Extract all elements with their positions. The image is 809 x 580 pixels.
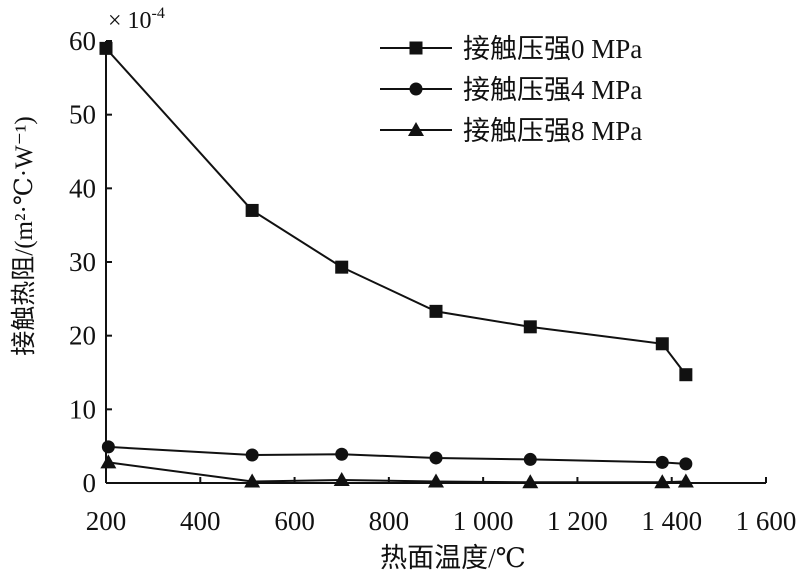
data-point-square	[655, 337, 669, 351]
data-point-square	[99, 41, 113, 55]
data-point-triangle	[100, 454, 117, 469]
data-point-square	[335, 260, 349, 274]
data-point-circle	[245, 448, 259, 462]
legend: 接触压强0 MPa 接触压强4 MPa 接触压强8 MPa	[380, 34, 642, 146]
series-circle	[101, 440, 693, 471]
series-square	[99, 41, 693, 382]
x-tick-label: 1 400	[641, 506, 702, 536]
y-tick-label: 0	[83, 468, 97, 498]
legend-label: 接触压强0 MPa	[463, 34, 642, 64]
data-point-circle	[101, 440, 115, 454]
data-point-square	[245, 203, 259, 217]
scale-note: × 10-4	[108, 5, 165, 34]
data-point-circle	[523, 452, 537, 466]
series-triangle	[100, 454, 694, 489]
data-point-triangle	[428, 473, 444, 488]
data-point-triangle	[677, 473, 694, 488]
x-tick-label: 800	[369, 506, 410, 536]
x-tick-label: 1 200	[547, 506, 608, 536]
data-point-square	[679, 368, 693, 382]
x-tick-label: 400	[180, 506, 221, 536]
data-point-triangle	[408, 122, 424, 136]
y-tick-label: 40	[69, 173, 96, 203]
data-point-triangle	[333, 472, 350, 487]
data-point-square	[523, 320, 537, 334]
data-point-triangle	[654, 474, 671, 489]
y-tick-label: 50	[69, 100, 96, 130]
series-line	[108, 461, 686, 484]
x-axis-title: 热面温度/℃	[380, 543, 526, 573]
data-point-square	[409, 41, 423, 55]
data-point-circle	[429, 451, 443, 465]
x-tick-label: 1 600	[736, 506, 797, 536]
y-tick-label: 60	[69, 26, 96, 56]
legend-label: 接触压强8 MPa	[463, 116, 642, 146]
legend-label: 接触压强4 MPa	[463, 75, 642, 105]
y-tick-label: 30	[69, 247, 96, 277]
data-point-square	[429, 304, 443, 318]
data-point-triangle	[244, 473, 261, 488]
y-tick-label: 10	[69, 394, 96, 424]
x-tick-label: 1 000	[453, 506, 514, 536]
data-point-circle	[655, 455, 669, 469]
series-line	[108, 445, 686, 465]
axes: 200 400 600 800 1 000 1 200 1 400 1 600 0 10 20 30 4…	[69, 26, 796, 536]
series-layer	[99, 41, 694, 489]
x-tick-label: 600	[274, 506, 315, 536]
data-point-triangle	[522, 474, 539, 489]
y-tick-label: 20	[69, 321, 96, 351]
data-point-circle	[679, 457, 693, 471]
data-point-circle	[335, 447, 349, 461]
x-tick-label: 200	[86, 506, 127, 536]
data-point-circle	[409, 82, 423, 96]
y-axis-title: 接触热阻/(m²·℃·W⁻¹)	[10, 116, 38, 355]
